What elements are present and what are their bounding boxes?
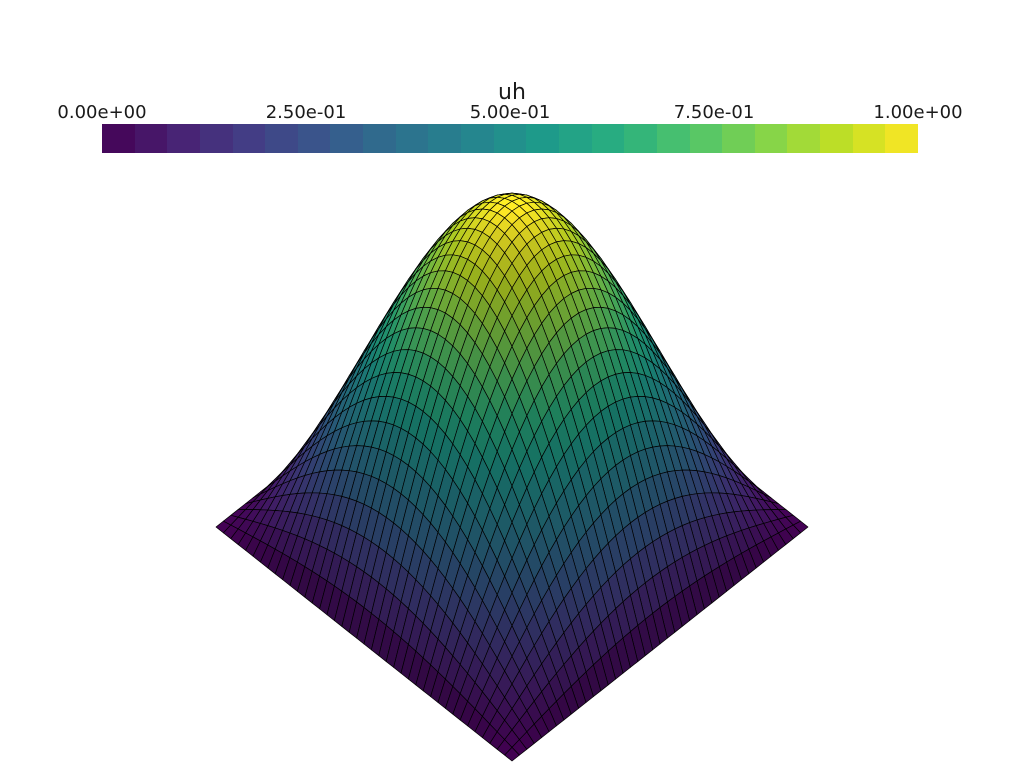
scalar-bar-tick-label: 2.50e-01 bbox=[265, 102, 347, 123]
scalar-bar-tick-label: 1.00e+00 bbox=[873, 102, 963, 123]
scalar-bar-swatch bbox=[461, 124, 494, 153]
scalar-bar-swatch bbox=[591, 124, 625, 153]
scalar-bar-swatch bbox=[754, 124, 788, 153]
mesh-cell bbox=[504, 746, 520, 762]
scalar-bar-tick-label: 0.00e+00 bbox=[57, 102, 147, 123]
scalar-bar-swatch bbox=[624, 124, 657, 153]
scalar-bar-swatch bbox=[134, 124, 168, 153]
scalar-bar-swatch bbox=[199, 124, 233, 153]
scalar-bar-swatch bbox=[265, 124, 298, 153]
scalar-bar-swatch bbox=[330, 124, 364, 153]
scalar-bar-tick-label: 5.00e-01 bbox=[469, 102, 551, 123]
surface-cells bbox=[215, 192, 809, 762]
scalar-bar-swatch bbox=[526, 124, 559, 153]
scalar-bar-swatch bbox=[363, 124, 396, 153]
scalar-bar-swatch bbox=[787, 124, 821, 153]
scalar-bar-title: uh bbox=[498, 80, 526, 105]
scalar-bar-swatch bbox=[232, 124, 266, 153]
scalar-bar bbox=[102, 124, 919, 153]
scalar-bar-swatch bbox=[558, 124, 592, 153]
scalar-bar-swatch bbox=[167, 124, 200, 153]
scalar-bar-swatch bbox=[102, 124, 135, 153]
scalar-bar-swatch bbox=[395, 124, 429, 153]
scalar-bar-tick-label: 7.50e-01 bbox=[673, 102, 755, 123]
scalar-bar-swatch bbox=[689, 124, 723, 153]
scalar-bar-swatch bbox=[722, 124, 755, 153]
scalar-bar-swatch bbox=[428, 124, 462, 153]
scalar-bar-swatch bbox=[885, 124, 919, 153]
scalar-bar-swatch bbox=[493, 124, 527, 153]
scalar-bar-swatch bbox=[297, 124, 331, 153]
scalar-bar-swatch bbox=[852, 124, 886, 153]
scalar-bar-swatch bbox=[820, 124, 853, 153]
scalar-bar-swatch bbox=[656, 124, 690, 153]
